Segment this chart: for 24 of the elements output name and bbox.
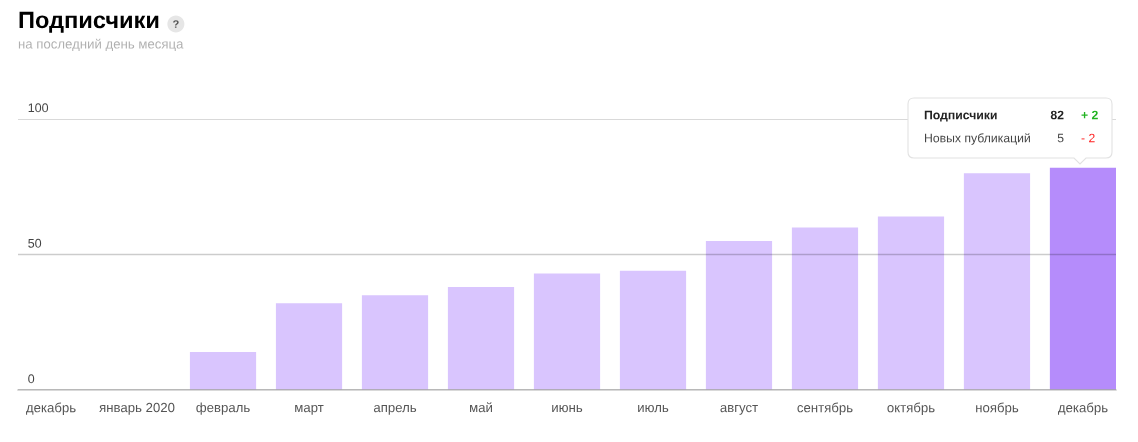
chart-title: Подписчики [19,11,159,33]
x-tick-label: август [720,404,758,415]
x-tick-label: октябрь [887,402,935,415]
annotation: - 2 [1081,133,1095,143]
x-tick-label: сентябрь [797,402,853,415]
x-tick-label: февраль [196,402,250,415]
x-tick-label: ноябрь [976,402,1019,415]
chart-subtitle: на последний день месяца [18,38,184,52]
x-tick-label: декабрь [1058,402,1108,415]
x-tick-label: март [295,404,324,415]
x-tick-label: январь 2020 [99,402,175,415]
x-tick-label: декабрь [26,402,76,415]
y-tick-label: 0 [28,374,35,384]
annotation: 5 [1057,133,1064,143]
x-tick-label: апрель [373,404,417,415]
annotation: Подписчики [924,110,997,122]
annotation: 82 [1050,110,1064,120]
x-tick-label: июль [638,404,669,413]
y-tick-label: 50 [28,238,42,248]
x-tick-label: май [470,402,492,413]
y-tick-label: 100 [28,103,49,113]
annotation: + 2 [1081,110,1098,120]
x-tick-label: июнь [552,404,583,413]
annotation: Новых публикаций [925,133,1030,145]
